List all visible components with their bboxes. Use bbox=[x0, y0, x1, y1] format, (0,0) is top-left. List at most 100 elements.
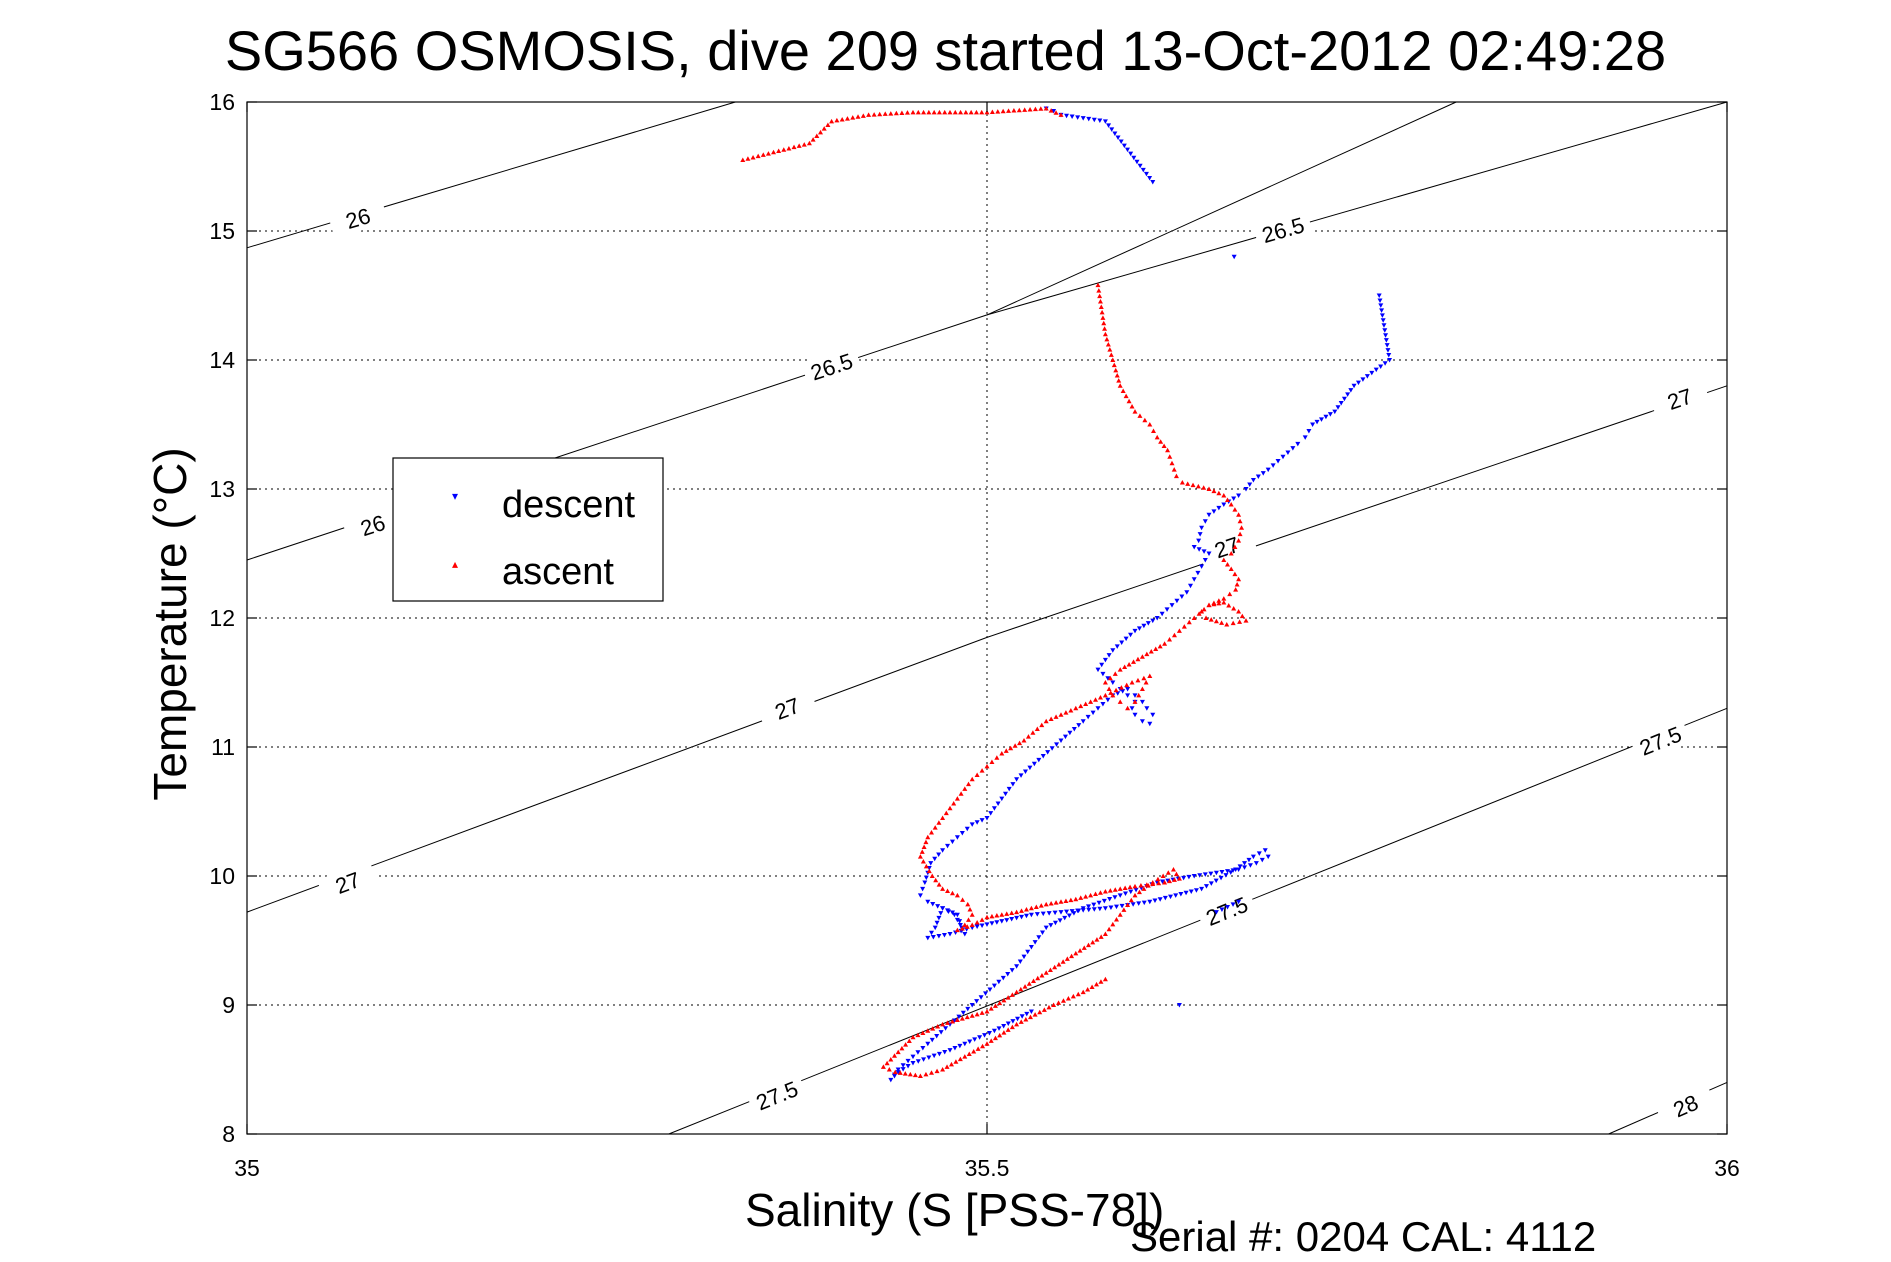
ascent-trace-point bbox=[1003, 748, 1009, 753]
ascent-trace-point bbox=[1201, 485, 1207, 490]
descent-point bbox=[922, 880, 928, 885]
descent-trace-point bbox=[1052, 920, 1058, 926]
ascent-trace-point bbox=[1108, 352, 1114, 357]
descent-point bbox=[1014, 964, 1020, 969]
ascent-trace-point bbox=[1196, 611, 1202, 616]
isopycnal-label-bg bbox=[800, 345, 863, 388]
ascent-trace-point bbox=[1135, 677, 1141, 683]
ascent-trace-point bbox=[750, 154, 756, 160]
ascent-trace-point bbox=[1019, 908, 1025, 913]
ascent-trace-point bbox=[796, 143, 802, 148]
ascent-trace-point bbox=[1216, 598, 1222, 603]
descent-point bbox=[999, 796, 1005, 802]
ascent-point bbox=[1139, 686, 1145, 691]
ascent-point bbox=[1014, 909, 1020, 915]
ascent-trace-point bbox=[959, 925, 965, 931]
descent-point bbox=[991, 983, 997, 989]
descent-point bbox=[947, 932, 953, 937]
descent-trace-point bbox=[1381, 323, 1387, 328]
isopycnal-label: 26.5 bbox=[808, 348, 857, 385]
ascent-trace-point bbox=[1052, 964, 1058, 970]
legend-label-descent: descent bbox=[502, 484, 636, 526]
ascent-trace-point bbox=[1160, 873, 1166, 878]
ascent-trace-point bbox=[973, 109, 979, 115]
ascent-trace-point bbox=[1142, 417, 1148, 423]
descent-point bbox=[1191, 545, 1197, 550]
ascent-trace-point bbox=[1098, 934, 1104, 939]
ascent-trace-point bbox=[1001, 1030, 1007, 1035]
isopycnal-line bbox=[246, 101, 736, 249]
descent-point bbox=[928, 861, 934, 866]
ascent-trace-point bbox=[1064, 956, 1070, 961]
descent-point bbox=[1376, 293, 1382, 298]
ascent-trace-point bbox=[945, 888, 951, 894]
descent-trace-point bbox=[905, 1058, 911, 1064]
descent-trace-point bbox=[1040, 754, 1046, 759]
descent-trace-point bbox=[936, 852, 942, 857]
descent-trace-point bbox=[1379, 308, 1385, 313]
ascent-point bbox=[1043, 105, 1049, 111]
descent-point bbox=[1028, 944, 1034, 950]
ascent-trace-point bbox=[1181, 624, 1187, 629]
ascent-trace-point bbox=[1122, 664, 1128, 670]
ascent-trace-point bbox=[1225, 497, 1230, 502]
ascent-trace-point bbox=[935, 1024, 941, 1029]
ascent-point bbox=[1239, 525, 1245, 530]
ascent-trace-point bbox=[1195, 483, 1201, 489]
descent-trace-point bbox=[1066, 913, 1072, 919]
ascent-trace-point bbox=[844, 116, 850, 121]
ascent-point bbox=[910, 109, 916, 115]
ascent-trace-point bbox=[1009, 910, 1015, 915]
descent-trace-point bbox=[1128, 151, 1134, 157]
ascent-trace-point bbox=[1053, 900, 1059, 905]
ascent-trace-point bbox=[1225, 561, 1230, 567]
ascent-trace-point bbox=[839, 117, 845, 122]
descent-trace-point bbox=[1105, 697, 1111, 703]
ascent-trace-point bbox=[1056, 961, 1062, 967]
ascent-trace-point bbox=[1083, 894, 1089, 899]
descent-trace-point bbox=[1021, 954, 1027, 960]
ascent-trace-point bbox=[966, 781, 971, 787]
descent-trace-point bbox=[1197, 532, 1203, 537]
ascent-trace-point bbox=[932, 825, 938, 830]
descent-point bbox=[1295, 441, 1301, 447]
isopycnal-label-bg bbox=[1648, 377, 1711, 421]
descent-point bbox=[1125, 693, 1131, 698]
ascent-trace-point bbox=[1018, 986, 1024, 992]
ascent-point bbox=[1095, 282, 1101, 288]
descent-trace-point bbox=[938, 1030, 944, 1035]
ascent-point bbox=[1170, 867, 1176, 872]
ascent-point bbox=[1206, 486, 1212, 491]
ascent-point bbox=[1191, 615, 1197, 620]
ascent-trace-point bbox=[945, 1020, 951, 1025]
ascent-trace-point bbox=[1145, 883, 1151, 888]
ascent-point bbox=[1021, 738, 1027, 743]
ascent-trace-point bbox=[1097, 695, 1103, 700]
descent-trace-point bbox=[1052, 910, 1058, 916]
ascent-trace-point bbox=[968, 109, 974, 115]
ascent-trace-point bbox=[923, 863, 929, 869]
descent-point bbox=[1176, 1003, 1182, 1008]
descent-trace-point bbox=[1069, 114, 1075, 120]
ascent-trace-point bbox=[1173, 871, 1179, 877]
descent-trace-point bbox=[900, 1063, 906, 1068]
ascent-trace-point bbox=[1165, 870, 1171, 875]
ascent-trace-point bbox=[1033, 904, 1039, 909]
ascent-trace-point bbox=[1001, 997, 1007, 1003]
descent-point bbox=[1265, 854, 1271, 860]
descent-trace-point bbox=[1201, 549, 1207, 554]
ascent-trace-point bbox=[1126, 398, 1132, 404]
isopycnal-label-bg bbox=[1196, 525, 1258, 569]
descent-trace-point bbox=[1364, 374, 1370, 379]
ascent-trace-point bbox=[1125, 902, 1131, 908]
descent-trace-point bbox=[1211, 509, 1217, 514]
descent-point bbox=[1095, 706, 1101, 711]
descent-trace-point bbox=[996, 979, 1002, 985]
descent-trace-point bbox=[942, 1049, 948, 1055]
tick-layer: 35 35.5 36 8 9 10 11 12 13 14 15 16 bbox=[209, 89, 1739, 1181]
descent-point bbox=[1132, 628, 1138, 634]
ascent-point bbox=[962, 1054, 968, 1059]
descent-trace-point bbox=[1247, 863, 1253, 868]
descent-trace-point bbox=[1228, 870, 1234, 875]
ascent-point bbox=[965, 901, 971, 907]
